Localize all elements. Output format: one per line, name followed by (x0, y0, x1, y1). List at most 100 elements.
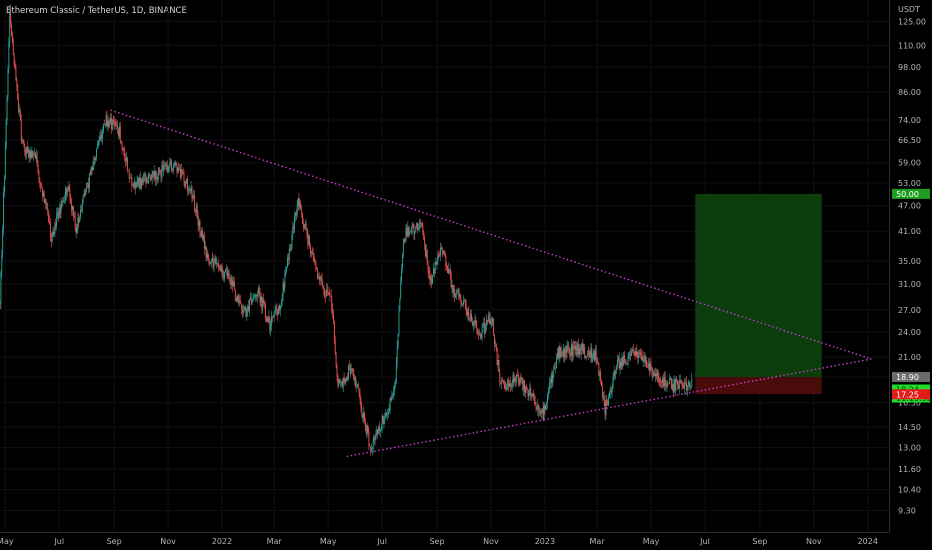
candle-body (540, 410, 541, 414)
candle-body (483, 322, 485, 327)
candle-body (680, 380, 682, 384)
candle-body (469, 319, 471, 320)
candle-body (466, 309, 468, 316)
candle-body (152, 171, 154, 175)
candle-body (447, 266, 449, 274)
candle-body (134, 181, 135, 188)
candle-body (134, 181, 136, 189)
candle-body (117, 124, 119, 129)
candle-body (38, 172, 40, 179)
candle-body (353, 374, 355, 380)
candle-body (360, 399, 362, 408)
candle-body (654, 373, 656, 377)
candle-body (634, 352, 636, 355)
candle-body (45, 199, 47, 209)
candle-body (143, 175, 145, 177)
candle-body (225, 268, 227, 272)
candle-body (537, 404, 539, 410)
candle-body (13, 55, 15, 66)
candle-body (463, 300, 465, 302)
candle-body (317, 269, 319, 279)
candle-body (40, 183, 42, 186)
candle-body (486, 319, 488, 322)
candle-body (379, 429, 381, 432)
candle-body (302, 223, 304, 229)
candle-body (503, 381, 505, 385)
candle-body (681, 383, 683, 386)
trendline (346, 358, 872, 458)
candle-body (589, 351, 591, 358)
candle-body (366, 425, 368, 434)
candle-body (149, 175, 151, 180)
candle-body (480, 337, 482, 339)
candle-body (572, 346, 574, 357)
candle-body (630, 353, 632, 356)
target-price-tag (892, 188, 930, 199)
candle-body (322, 285, 324, 289)
candle-body (647, 363, 649, 368)
candle-body (560, 352, 562, 358)
candle-body (415, 226, 417, 232)
candle-body (455, 294, 457, 298)
candle-body (433, 268, 435, 274)
price-tick-label: 66.50 (898, 136, 921, 145)
candle-body (596, 362, 598, 364)
candle-body (547, 390, 549, 395)
candle-body (678, 380, 680, 389)
candle-body (17, 84, 19, 100)
candle-body (344, 378, 346, 383)
candle-body (561, 352, 563, 356)
candle-body (538, 404, 540, 411)
candle-body (198, 220, 200, 227)
candle-body (496, 347, 498, 365)
candle-body (440, 247, 441, 257)
candle-body (79, 217, 81, 222)
candle-body (384, 416, 386, 421)
candle-body (594, 350, 596, 361)
candle-body (512, 374, 514, 384)
candle-body (518, 382, 520, 385)
price-tick-label: 86.00 (898, 88, 921, 97)
candle-body (547, 394, 549, 403)
candle-body (524, 380, 526, 393)
candle-body (385, 412, 387, 417)
candle-body (422, 225, 424, 232)
candle-body (325, 289, 327, 297)
candle-body (99, 136, 101, 141)
candle-body (264, 303, 265, 305)
candle-body (418, 222, 420, 230)
candle-body (357, 384, 359, 389)
candle-body (30, 150, 32, 158)
candle-body (682, 385, 684, 388)
candle-body (450, 272, 452, 287)
time-tick-label: May (320, 537, 337, 546)
candle-body (271, 316, 273, 325)
candle-body (499, 372, 501, 383)
candle-body (351, 368, 353, 369)
candle-body (521, 378, 523, 379)
candle-body (567, 345, 569, 347)
candle-body (132, 185, 134, 186)
time-tick-label: 2024 (858, 537, 878, 546)
candle-body (465, 304, 467, 310)
candle-body (55, 224, 57, 227)
candle-body (261, 296, 263, 309)
candle-body (113, 121, 115, 123)
candle-body (608, 397, 610, 406)
candle-body (669, 378, 671, 384)
candle-body (19, 110, 20, 112)
candle-body (386, 413, 388, 416)
candle-body (394, 382, 396, 386)
candle-body (159, 170, 161, 174)
candle-body (28, 149, 30, 158)
candle-body (474, 319, 476, 321)
candle-body (588, 351, 590, 352)
candle-body (679, 380, 681, 382)
candle-body (169, 161, 171, 168)
candle-body (146, 182, 148, 184)
candle-body (414, 231, 416, 234)
candle-body (612, 377, 614, 389)
candle-body (11, 35, 13, 43)
candle-body (432, 275, 434, 284)
